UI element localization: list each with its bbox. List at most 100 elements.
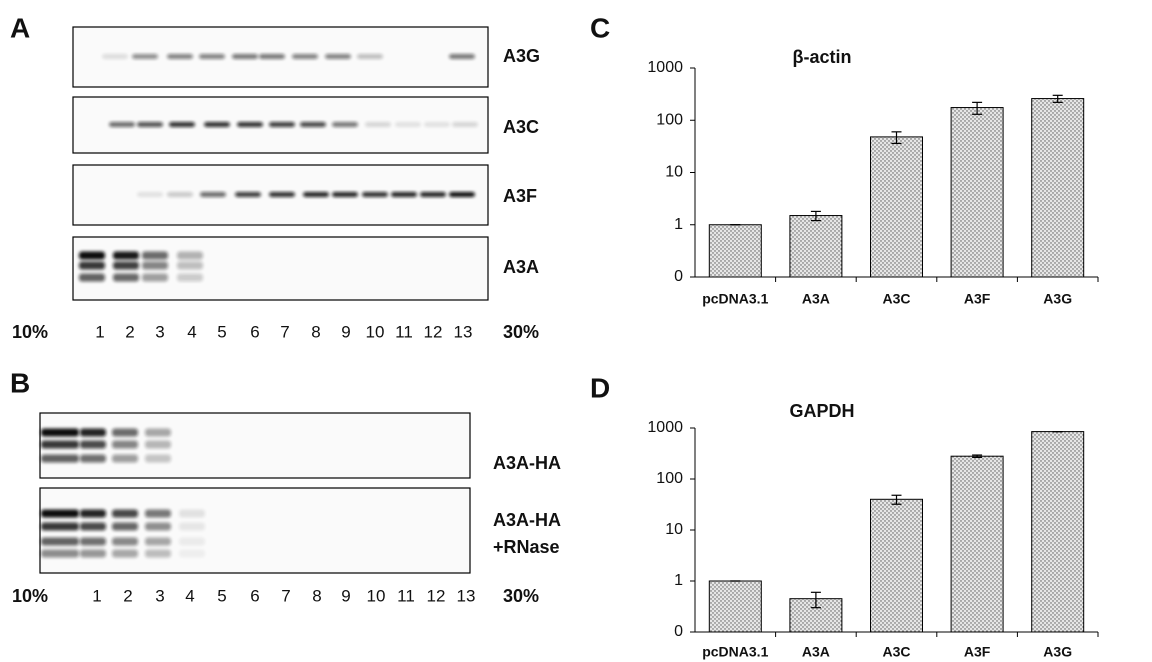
band [452,122,478,127]
band [112,429,138,437]
blot-label: +RNase [493,537,560,557]
band [112,523,138,531]
band [113,274,139,282]
band [137,122,163,127]
band [365,122,391,127]
bar [1032,432,1084,632]
gradient-start: 10% [12,322,48,342]
band [112,550,138,558]
blot [73,165,488,225]
lane-label: 8 [311,322,320,341]
y-tick-label: 0 [674,623,683,640]
band [145,550,171,558]
band [112,538,138,546]
x-tick-label: A3A [802,644,830,660]
band [292,54,318,59]
gradient-end: 30% [503,322,539,342]
band [145,455,171,463]
band [179,550,205,558]
bar [951,456,1003,632]
blot [40,413,470,478]
band [395,122,421,127]
x-tick-label: A3G [1043,644,1072,660]
band [449,54,475,59]
x-tick-label: A3F [964,291,991,307]
blot [73,97,488,153]
x-tick-label: pcDNA3.1 [702,644,768,660]
y-tick-label: 100 [656,111,683,128]
band [177,262,203,270]
band [80,441,106,449]
band [80,550,106,558]
bar [871,137,923,277]
bar [790,216,842,277]
band [145,538,171,546]
lane-label: 9 [341,586,350,605]
y-tick-label: 1000 [647,419,683,436]
blot-label: A3A-HA [493,453,561,473]
x-tick-label: A3C [882,644,910,660]
gradient-end: 30% [503,586,539,606]
lane-label: 1 [92,586,101,605]
figure: AA3GA3CA3FA3A1234567891011121310%30%BA3A… [0,0,1152,662]
lane-label: 1 [95,322,104,341]
lane-label: 10 [366,322,385,341]
y-tick-label: 1000 [647,59,683,76]
lane-label: 8 [312,586,321,605]
band [142,252,168,260]
band [79,274,105,282]
x-tick-label: pcDNA3.1 [702,291,768,307]
chart-title: GAPDH [789,401,854,421]
band [41,523,79,531]
blot [73,237,488,300]
lane-label: 10 [367,586,386,605]
lane-label: 12 [424,322,443,341]
band [137,192,163,197]
panel-letter: A [10,12,30,43]
y-tick-label: 1 [674,216,683,233]
y-tick-label: 10 [665,521,683,538]
band [80,455,106,463]
blot-label: A3F [503,186,537,206]
lane-label: 11 [395,322,413,341]
band [391,192,417,197]
y-tick-label: 10 [665,164,683,181]
band [145,510,171,518]
band [177,274,203,282]
band [332,122,358,127]
band [179,523,205,531]
band [132,54,158,59]
lane-label: 3 [155,586,164,605]
lane-label: 3 [155,322,164,341]
blot-label: A3A-HA [493,510,561,530]
lane-label: 5 [217,586,226,605]
band [80,510,106,518]
band [167,54,193,59]
panel-letter: D [590,372,610,403]
band [362,192,388,197]
band [269,122,295,127]
lane-label: 6 [250,586,259,605]
band [449,192,475,197]
band [102,54,128,59]
band [142,262,168,270]
band [79,262,105,270]
band [167,192,193,197]
band [179,510,205,518]
band [41,429,79,437]
band [424,122,450,127]
band [41,550,79,558]
y-tick-label: 1 [674,572,683,589]
lane-label: 13 [454,322,473,341]
blot-frame [40,488,470,573]
lane-label: 6 [250,322,259,341]
lane-label: 7 [281,586,290,605]
band [145,523,171,531]
band [80,523,106,531]
lane-label: 4 [185,586,194,605]
bar [871,499,923,632]
band [145,441,171,449]
band [112,455,138,463]
blot [73,27,488,87]
band [300,122,326,127]
